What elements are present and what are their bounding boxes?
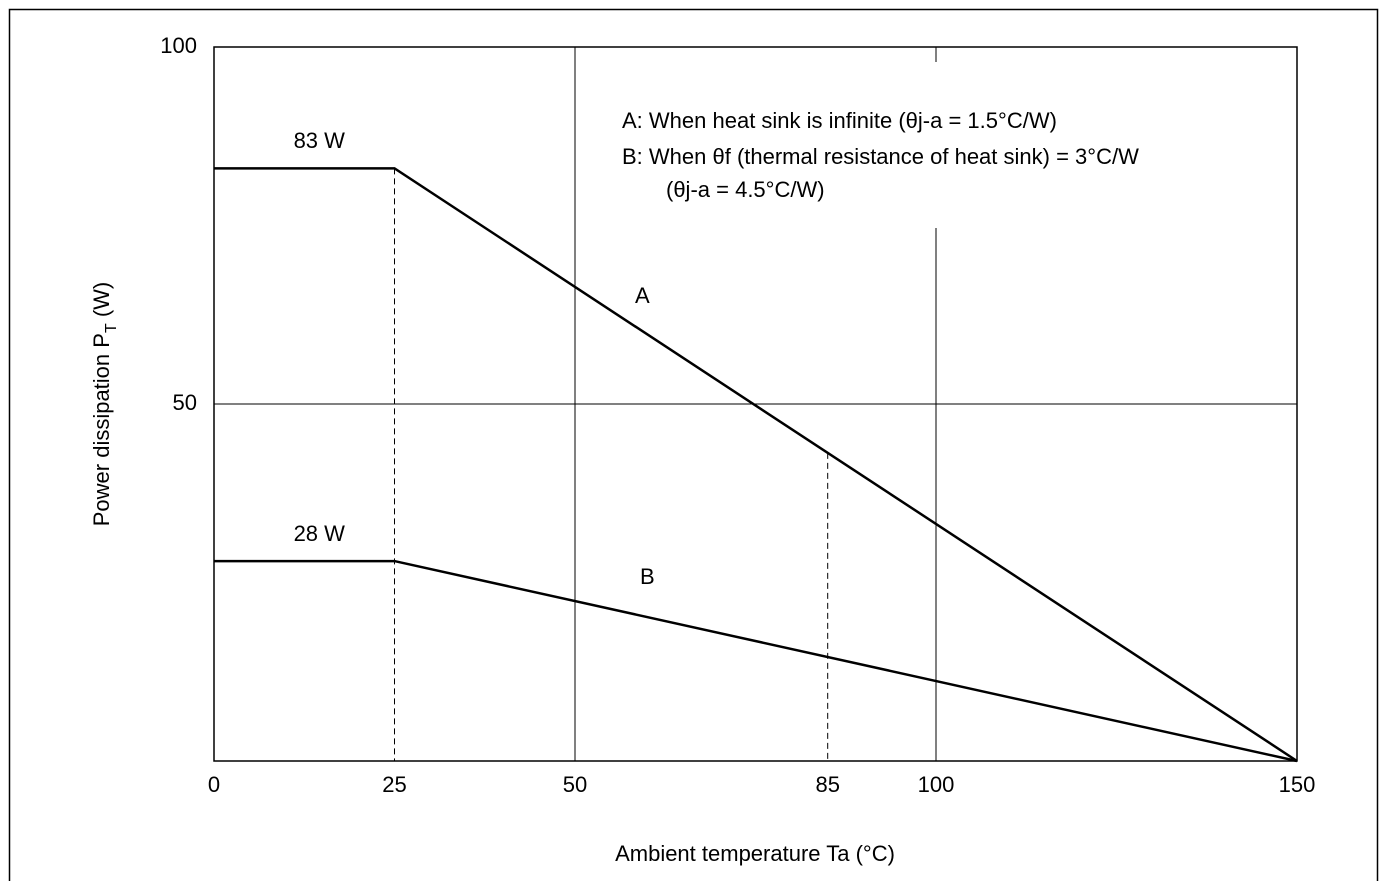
data-label: 83 W (294, 128, 346, 153)
x-tick-label: 100 (918, 772, 955, 797)
annotation: (θj-a = 4.5°C/W) (666, 177, 825, 202)
annotation-bg (610, 62, 1292, 228)
annotation: B: When θf (thermal resistance of heat s… (622, 144, 1139, 169)
annotation: A: When heat sink is infinite (θj-a = 1.… (622, 108, 1057, 133)
x-axis-label: Ambient temperature Ta (°C) (615, 841, 895, 866)
x-tick-label: 25 (382, 772, 406, 797)
x-tick-label: 0 (208, 772, 220, 797)
x-tick-label: 150 (1279, 772, 1316, 797)
series-line (214, 559, 1298, 763)
plot-frame (213, 46, 1298, 762)
y-axis-label: Power dissipation PT (W) (89, 282, 120, 527)
y-axis-label-unit: (W) (89, 282, 114, 324)
series-line (214, 167, 1298, 763)
y-axis-label-text: Power dissipation P (89, 333, 114, 526)
y-tick-label: 100 (160, 33, 197, 58)
y-axis-label-sub: T (103, 323, 120, 333)
data-label: 28 W (294, 521, 346, 546)
x-tick-label: 50 (563, 772, 587, 797)
series-label: A (635, 283, 650, 308)
x-tick-label: 85 (815, 772, 839, 797)
y-tick-label: 50 (173, 390, 197, 415)
outer-border (8, 8, 1379, 881)
series-label: B (640, 564, 655, 589)
